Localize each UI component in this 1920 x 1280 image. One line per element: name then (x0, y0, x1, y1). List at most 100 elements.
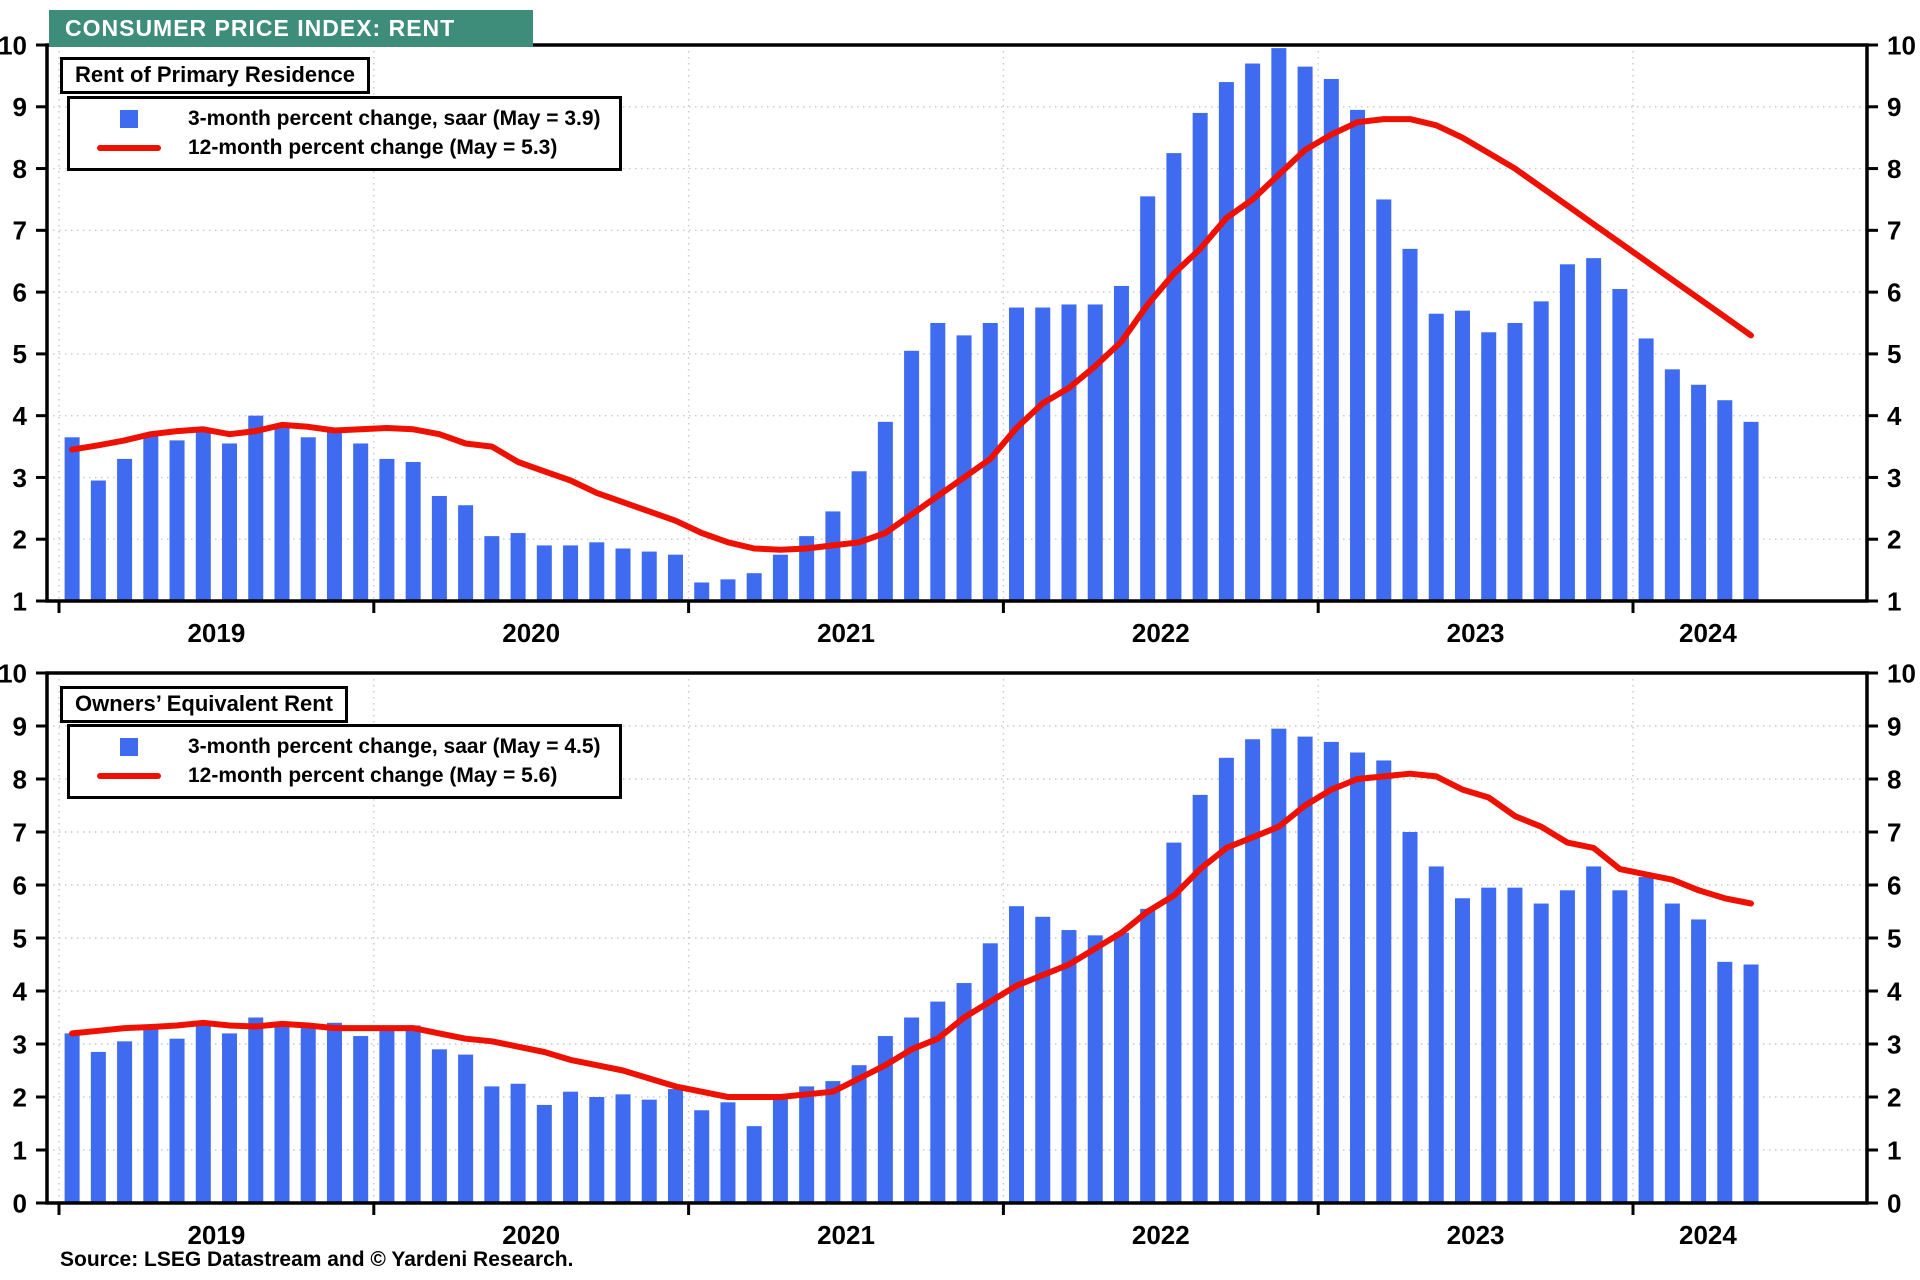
source-attribution: Source: LSEG Datastream and © Yardeni Re… (60, 1248, 574, 1271)
bar (248, 1017, 264, 1203)
y-tick-label: 3 (1887, 463, 1901, 493)
bar (1140, 196, 1156, 601)
bar (956, 983, 972, 1203)
bar (1271, 48, 1287, 602)
bar (694, 1110, 710, 1203)
y-tick-label: 6 (13, 277, 27, 307)
bar (1192, 112, 1208, 601)
bar (641, 551, 657, 601)
legend-label-bars: 3-month percent change, saar (May = 4.5) (188, 734, 601, 758)
bar (1402, 248, 1418, 601)
bar (1087, 304, 1103, 601)
bar (1323, 78, 1339, 601)
bar (1743, 964, 1759, 1203)
x-year-label: 2022 (1132, 618, 1190, 648)
y-tick-label: 4 (1887, 976, 1902, 1006)
line-series-swatch-icon (97, 772, 161, 779)
legend-item-line: 12-month percent change (May = 5.3) (70, 133, 601, 162)
x-year-label: 2024 (1679, 618, 1737, 648)
bar (851, 471, 867, 601)
chart-title-bar: CONSUMER PRICE INDEX: RENT (49, 10, 533, 47)
bar (1350, 109, 1366, 601)
bar (589, 1097, 605, 1203)
legend-item-bars: 3-month percent change, saar (May = 4.5) (70, 732, 601, 761)
y-tick-label: 5 (13, 923, 27, 953)
bar (746, 573, 762, 601)
bar (1664, 903, 1680, 1203)
y-tick-label: 6 (1887, 870, 1901, 900)
panel-label-oer: Owners’ Equivalent Rent (60, 686, 348, 723)
bar (64, 437, 80, 601)
y-axis: 1 1 2 2 3 3 4 4 5 5 6 6 7 7 8 8 9 9 10 10 (0, 30, 1916, 616)
legend-label-line: 12-month percent change (May = 5.6) (188, 763, 558, 787)
y-tick-label: 6 (1887, 277, 1901, 307)
bar (222, 1033, 238, 1203)
bar (904, 350, 920, 601)
bar (1586, 866, 1602, 1203)
bar (90, 1051, 106, 1203)
bar (326, 1022, 342, 1203)
bar (536, 545, 552, 601)
bar (90, 480, 106, 601)
y-tick-label: 2 (13, 1082, 27, 1112)
bar (851, 1065, 867, 1203)
bar (1376, 760, 1392, 1203)
y-tick-label: 9 (1887, 92, 1901, 122)
bar (615, 1094, 631, 1203)
bar (169, 1038, 185, 1203)
gridlines (47, 45, 1867, 601)
bar (536, 1104, 552, 1203)
x-year-label: 2022 (1132, 1220, 1190, 1250)
y-tick-label: 7 (1887, 216, 1901, 246)
bar (222, 443, 238, 601)
y-tick-label: 8 (13, 764, 27, 794)
y-tick-label: 10 (1887, 658, 1916, 688)
bar (117, 458, 133, 601)
y-tick-label: 6 (13, 870, 27, 900)
bar (1612, 289, 1628, 601)
gridlines (47, 673, 1867, 1203)
y-tick-label: 0 (13, 1188, 27, 1218)
bar (1245, 63, 1261, 602)
bar-series-swatch-icon (120, 109, 138, 128)
bar (1218, 757, 1234, 1203)
y-tick-label: 10 (0, 658, 27, 688)
y-tick-label: 3 (13, 463, 27, 493)
bar (982, 943, 998, 1203)
y-tick-label: 1 (13, 586, 27, 616)
bar (1533, 903, 1549, 1203)
bar (1402, 832, 1418, 1203)
y-tick-label: 8 (1887, 764, 1901, 794)
legend-item-bars: 3-month percent change, saar (May = 3.9) (70, 104, 601, 133)
x-year-label: 2021 (817, 1220, 875, 1250)
bar (799, 1086, 815, 1203)
bar (300, 1028, 316, 1203)
bar (667, 554, 683, 601)
y-tick-label: 1 (1887, 586, 1901, 616)
plot-frame (45, 43, 1869, 603)
y-tick-label: 7 (1887, 817, 1901, 847)
x-year-label: 2019 (187, 1220, 245, 1250)
bar (1245, 739, 1261, 1203)
bar (1428, 866, 1444, 1203)
y-tick-label: 5 (1887, 923, 1901, 953)
bar (1271, 728, 1287, 1203)
line-series-swatch-icon (97, 144, 161, 151)
bar (458, 505, 474, 601)
legend-item-line: 12-month percent change (May = 5.6) (70, 761, 601, 790)
line-series (69, 770, 1754, 1100)
y-tick-label: 1 (1887, 1135, 1901, 1165)
y-tick-label: 9 (1887, 711, 1901, 741)
bar-series (64, 728, 1759, 1203)
x-year-label: 2020 (502, 1220, 560, 1250)
y-tick-label: 2 (1887, 525, 1901, 555)
bar (563, 1091, 579, 1203)
bar (615, 548, 631, 601)
bar (772, 1097, 788, 1203)
y-tick-label: 9 (13, 92, 27, 122)
bar (1454, 898, 1470, 1203)
bar (667, 1089, 683, 1203)
bar (300, 437, 316, 601)
bar (1140, 908, 1156, 1203)
